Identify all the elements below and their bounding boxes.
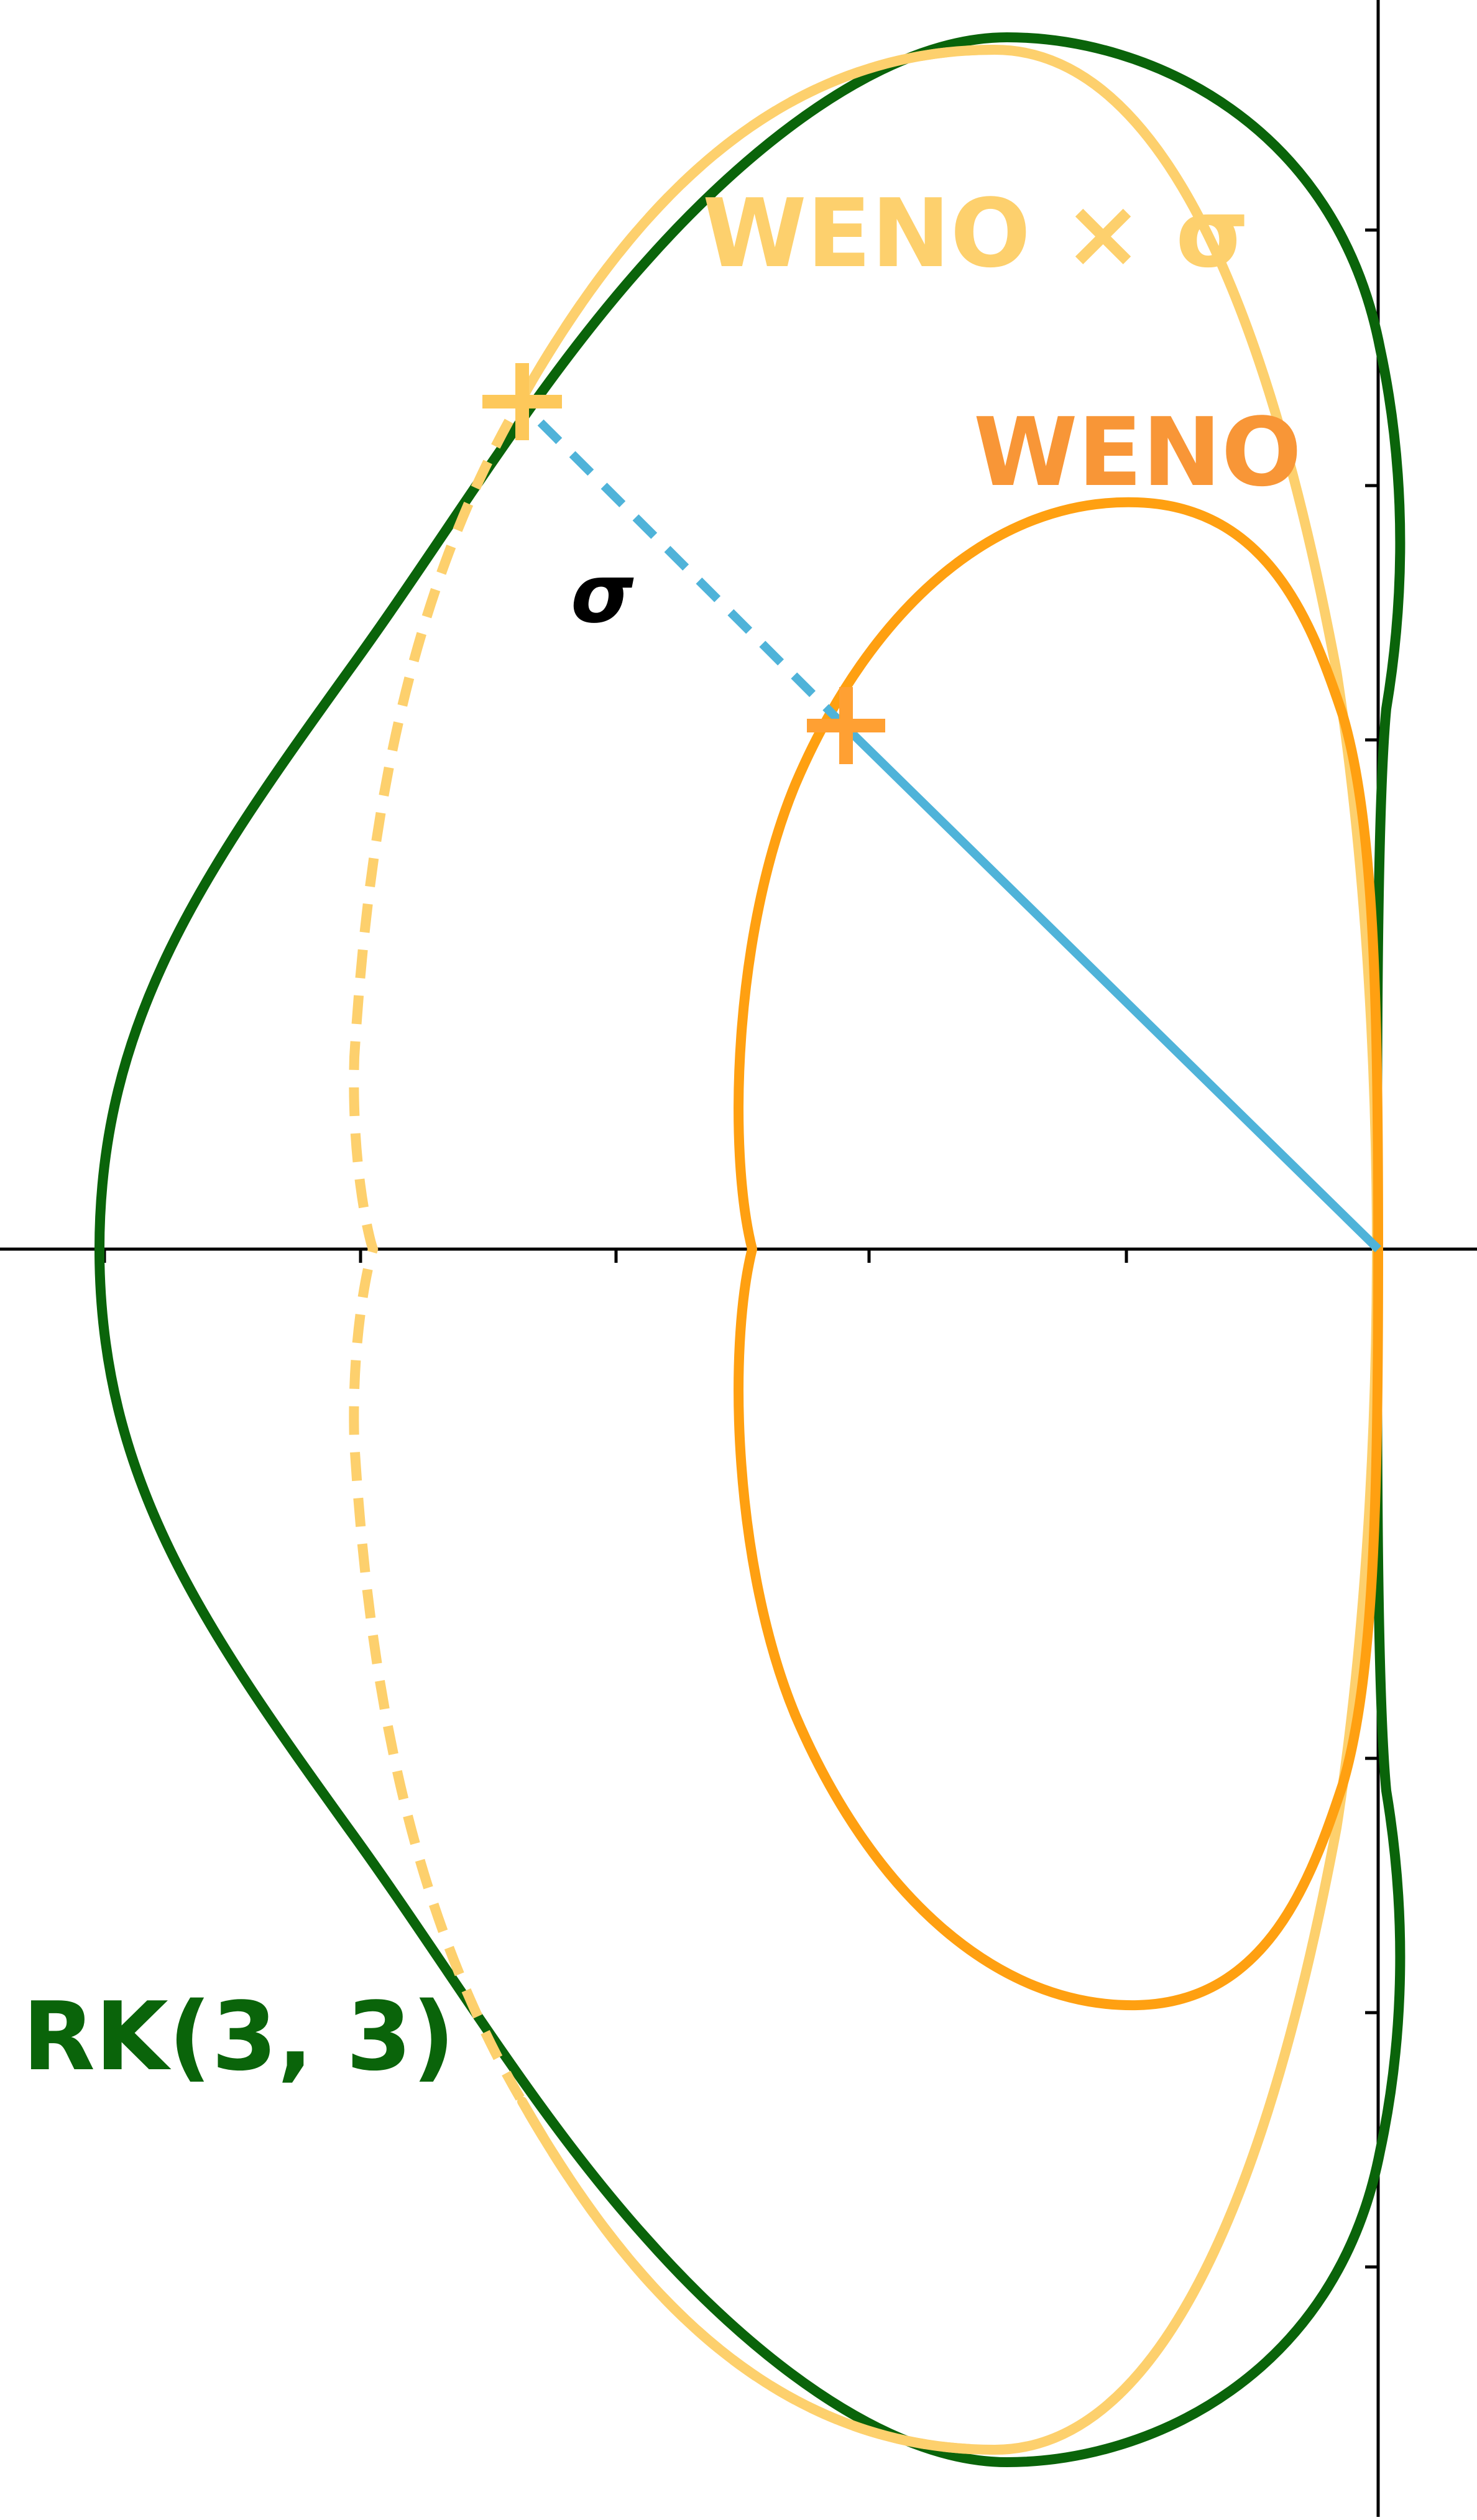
weno-sigma-curve-dashed — [349, 45, 995, 2455]
sigma-line-dashed — [518, 400, 847, 729]
sigma-label: σ — [571, 547, 634, 641]
weno-point-marker — [807, 687, 885, 764]
weno-curve — [734, 497, 1383, 2011]
weno-sigma-label: WENO × σ — [702, 178, 1249, 288]
weno-sigma-point-marker — [482, 363, 562, 440]
rk33-label: RK(3, 3) — [22, 1982, 455, 2092]
sigma-line-solid — [841, 722, 1381, 1252]
x-ticks — [103, 1249, 1128, 1263]
sigma-line — [518, 400, 1381, 1252]
weno-label: WENO — [973, 397, 1302, 507]
